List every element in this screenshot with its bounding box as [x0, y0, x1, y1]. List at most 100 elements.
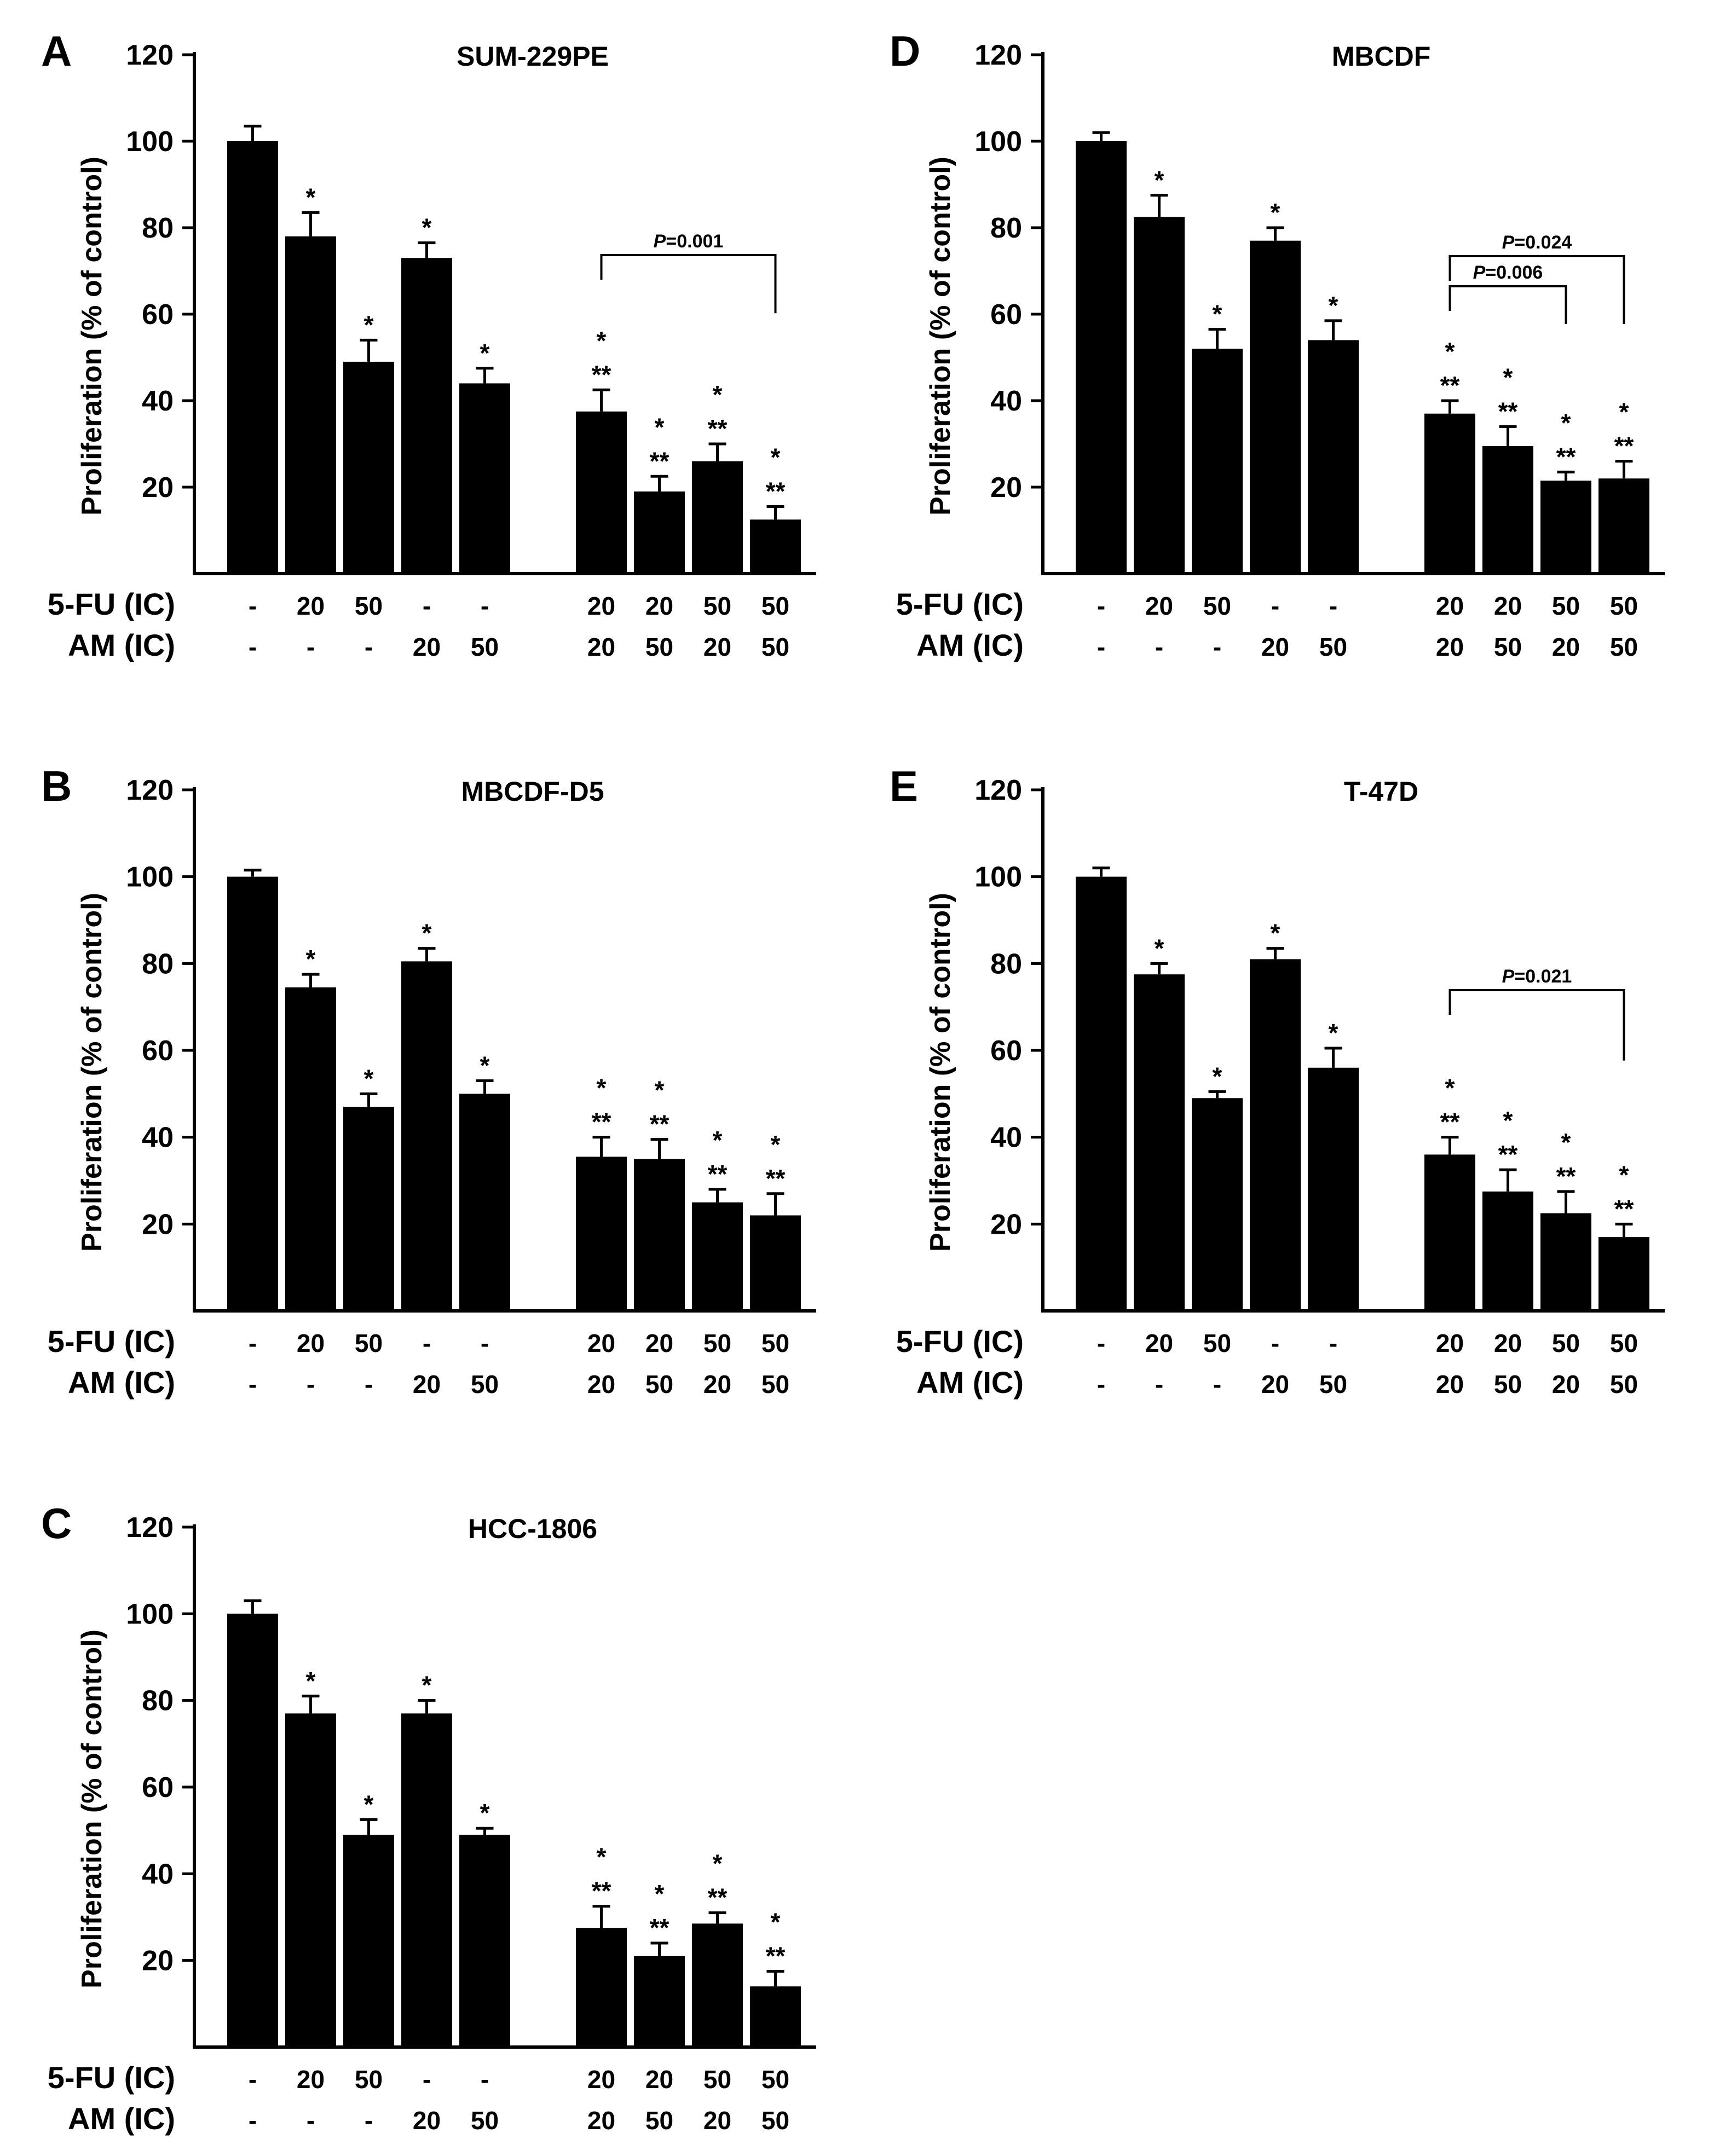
panel-e-am-value: 20: [1261, 1370, 1289, 1398]
panel-c-letter: C: [41, 1499, 72, 1547]
panel-a-double-star: **: [592, 360, 611, 389]
panel-b-row-label-am: AM (IC): [68, 1365, 175, 1400]
panel-a-row-label-am: AM (IC): [68, 628, 175, 662]
panel-c-bar: [343, 1835, 394, 2047]
panel-b-fu-value: 50: [703, 1329, 731, 1357]
panel-d-fu-value: -: [1097, 592, 1105, 620]
panel-e-am-value: 50: [1319, 1370, 1347, 1398]
panel-d-single-star: *: [1561, 408, 1571, 437]
panel-b-am-value: 50: [471, 1370, 499, 1398]
panel-b-am-value: -: [365, 1370, 373, 1398]
panel-c-am-value: 20: [413, 2106, 441, 2135]
panel-a-bracket: [600, 254, 777, 314]
panel-d-bar: [1540, 481, 1591, 574]
panel-e-bar: [1076, 876, 1127, 1311]
panel-a-double-star: **: [766, 477, 786, 506]
panel-d-am-value: 50: [1319, 633, 1347, 661]
panel-b-fu-value: 20: [645, 1329, 673, 1357]
panel-a-single-star: *: [480, 339, 490, 367]
panel-e-single-star: *: [1155, 934, 1164, 962]
panel-c-am-value: -: [249, 2106, 257, 2135]
panel-a-title: SUM-229PE: [457, 41, 609, 72]
panel-b-am-value: -: [307, 1370, 315, 1398]
panel-a-bar: [634, 491, 685, 574]
panel-d-bar: [1598, 478, 1649, 574]
panel-c-single-star: *: [306, 1667, 316, 1695]
panel-d-y-tick-label: 40: [990, 385, 1022, 417]
panel-b-bar: [692, 1202, 743, 1311]
panel-a-bracket-label: P=0.001: [654, 231, 724, 252]
panel-a-fu-value: 50: [761, 592, 789, 620]
panel-d-row-label-fu: 5-FU (IC): [896, 587, 1024, 621]
panel-c-row-label-am: AM (IC): [68, 2101, 175, 2136]
panel-c-fu-value: 50: [703, 2065, 731, 2094]
panel-d-single-star: *: [1619, 398, 1629, 426]
panel-a-am-value: -: [365, 633, 373, 661]
panel-b-am-value: -: [249, 1370, 257, 1398]
panel-d-y-tick-label: 100: [974, 126, 1022, 158]
panel-c-bar: [401, 1713, 452, 2047]
panel-d-double-star: **: [1556, 442, 1576, 471]
panel-d-double-star: **: [1614, 432, 1634, 460]
panel-a-y-tick-label: 20: [142, 472, 174, 504]
panel-d-bar: [1482, 446, 1533, 574]
panel-b-bar: [576, 1157, 627, 1311]
panel-d-bracket-label: P=0.006: [1473, 262, 1543, 283]
panel-a-single-star: *: [597, 326, 607, 355]
panel-b-double-star: **: [708, 1160, 728, 1188]
panel-c-double-star: **: [650, 1914, 670, 1942]
panel-d-fu-value: 20: [1436, 592, 1464, 620]
panel-c-single-star: *: [713, 1849, 723, 1878]
panel-e-bar: [1192, 1098, 1243, 1311]
panel-e-single-star: *: [1561, 1128, 1571, 1157]
panel-b-single-star: *: [422, 919, 432, 947]
panel-c-y-label: Proliferation (% of control): [76, 1629, 108, 1989]
panel-b-am-value: 20: [587, 1370, 615, 1398]
panel-d-bracket: [1448, 255, 1625, 324]
panel-a-single-star: *: [655, 413, 665, 441]
panel-c-am-value: -: [365, 2106, 373, 2135]
panel-a-bar: [401, 258, 452, 574]
panel-c-single-star: *: [364, 1790, 374, 1818]
panel-e-row-label-fu: 5-FU (IC): [896, 1324, 1024, 1359]
panel-d-y-tick-label: 20: [990, 472, 1022, 504]
panel-c-am-value: 50: [761, 2106, 789, 2135]
panel-d-bar: [1076, 141, 1127, 574]
panel-b-single-star: *: [655, 1076, 665, 1105]
panel-e-am-value: 20: [1552, 1370, 1580, 1398]
panel-e-bar: [1134, 974, 1185, 1311]
panel-d-y-tick-label: 60: [990, 299, 1022, 331]
panel-b-single-star: *: [597, 1074, 607, 1102]
panel-c-y-tick-label: 40: [142, 1858, 174, 1890]
panel-d-am-value: 20: [1436, 633, 1464, 661]
panel-a-bar: [343, 361, 394, 574]
panel-d-am-value: -: [1155, 633, 1163, 661]
panel-c-bar: [285, 1713, 336, 2047]
panel-e-y-tick-label: 80: [990, 948, 1022, 980]
panel-d-y-tick-label: 80: [990, 212, 1022, 244]
panel-e-fu-value: 20: [1494, 1329, 1522, 1357]
panel-b-am-value: 50: [645, 1370, 673, 1398]
panel-b-bar: [459, 1094, 510, 1311]
panel-c-y-tick-label: 80: [142, 1685, 174, 1717]
panel-d-fu-value: 50: [1610, 592, 1638, 620]
panel-c-am-value: -: [307, 2106, 315, 2135]
panel-b-title: MBCDF-D5: [461, 776, 604, 807]
panel-b-single-star: *: [306, 945, 316, 973]
panel-c-single-star: *: [597, 1843, 607, 1871]
panel-d-am-value: 50: [1494, 633, 1522, 661]
panel-e-y-tick-label: 20: [990, 1209, 1022, 1240]
panel-b-y-tick-label: 100: [126, 862, 174, 893]
panel-e-fu-value: -: [1271, 1329, 1279, 1357]
panel-a-am-value: -: [249, 633, 257, 661]
panel-c-fu-value: -: [249, 2065, 257, 2094]
panel-c-am-value: 20: [587, 2106, 615, 2135]
panel-e-bracket-label: P=0.021: [1502, 966, 1572, 987]
panel-b-y-tick-label: 80: [142, 948, 174, 980]
panel-c-fu-value: -: [423, 2065, 431, 2094]
panel-e-single-star: *: [1503, 1106, 1513, 1135]
panel-e-am-value: 50: [1494, 1370, 1522, 1398]
panel-b-single-star: *: [480, 1051, 490, 1080]
panel-d-fu-value: -: [1329, 592, 1337, 620]
